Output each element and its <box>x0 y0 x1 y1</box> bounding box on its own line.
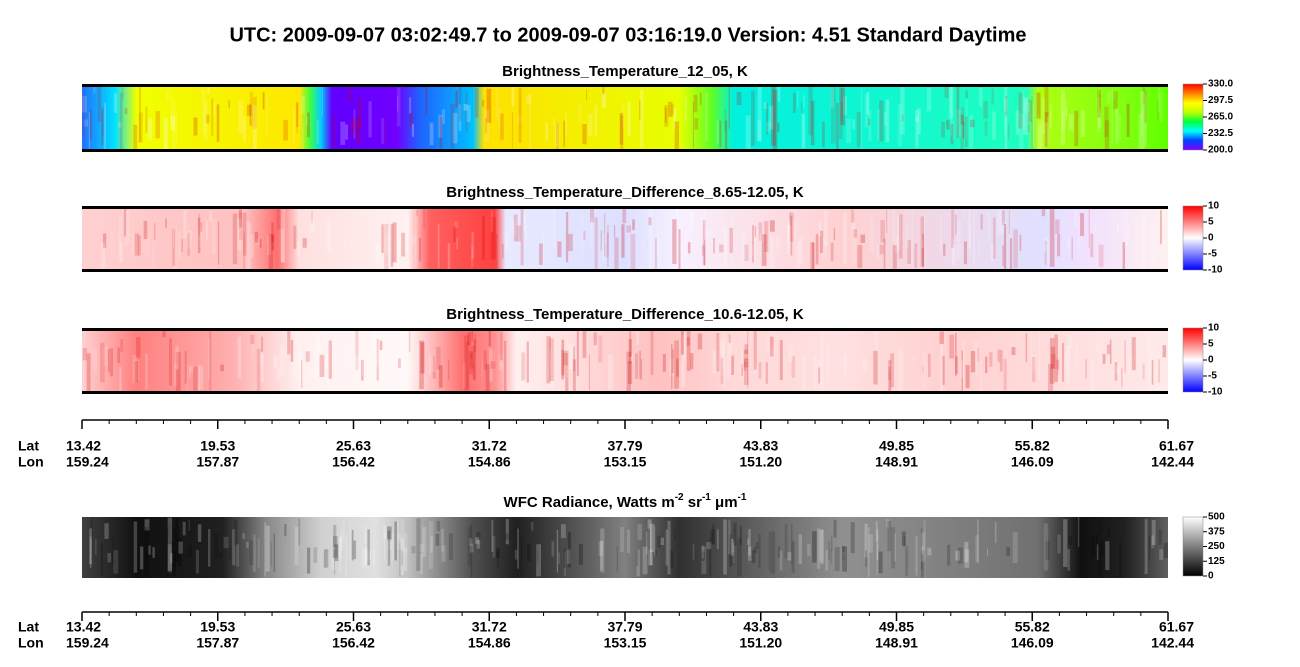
lat-label: 25.63 <box>336 619 371 635</box>
row-label: Lon <box>18 454 44 470</box>
row-label: Lat <box>18 438 39 454</box>
title-part: μm <box>711 494 738 511</box>
colorbar-label: 10 <box>1208 323 1220 334</box>
strip-texture <box>89 517 1168 578</box>
row-label: Lat <box>18 619 39 635</box>
colorbar <box>1182 83 1204 151</box>
title-part: Brightness_Temperature_Difference_10.6-1… <box>446 306 804 323</box>
lat-label: 25.63 <box>336 438 371 454</box>
lat-label: 31.72 <box>472 619 507 635</box>
lat-label: 19.53 <box>200 438 235 454</box>
lon-label: 156.42 <box>332 635 375 651</box>
colorbar-label: 330.0 <box>1208 79 1233 90</box>
lon-label: 151.20 <box>739 454 782 470</box>
strip-texture <box>82 84 1163 152</box>
panel-title: Brightness_Temperature_Difference_8.65-1… <box>446 184 804 201</box>
lon-label: 154.86 <box>468 635 511 651</box>
colorbar-label: -5 <box>1208 371 1217 382</box>
strip-texture <box>82 328 1167 394</box>
colorbar-label: 0 <box>1208 571 1214 582</box>
title-part: Brightness_Temperature_12_05, K <box>502 63 748 80</box>
lon-label: 148.91 <box>875 635 918 651</box>
lon-label: 154.86 <box>468 454 511 470</box>
colorbar-label: 250 <box>1208 541 1225 552</box>
colorbar-label: -10 <box>1208 387 1223 398</box>
colorbar-label: 200.0 <box>1208 145 1233 156</box>
colorbar-label: 5 <box>1208 217 1214 228</box>
title-part: -1 <box>738 492 747 503</box>
colorbar-label: 232.5 <box>1208 128 1233 139</box>
lat-label: 37.79 <box>607 619 642 635</box>
panel-title: Brightness_Temperature_Difference_10.6-1… <box>446 306 804 323</box>
colorbar <box>1182 205 1204 271</box>
lon-label: 153.15 <box>604 454 647 470</box>
colorbar-label: 5 <box>1208 339 1214 350</box>
lon-label: 157.87 <box>196 635 239 651</box>
colorbar-label: 500 <box>1208 512 1225 523</box>
colorbar-label: 297.5 <box>1208 95 1233 106</box>
lon-label: 156.42 <box>332 454 375 470</box>
colorbar <box>1182 516 1204 577</box>
lon-label: 157.87 <box>196 454 239 470</box>
lat-label: 61.67 <box>1159 438 1194 454</box>
panel-title: Brightness_Temperature_12_05, K <box>502 63 748 80</box>
lon-label: 153.15 <box>604 635 647 651</box>
strip-edge <box>82 269 1168 272</box>
lat-label: 43.83 <box>743 438 778 454</box>
strip-edge <box>82 206 1168 209</box>
strip-edge <box>82 149 1168 152</box>
lat-label: 13.42 <box>66 619 101 635</box>
colorbar-label: -5 <box>1208 249 1217 260</box>
lat-label: 49.85 <box>879 438 914 454</box>
colorbar-label: 10 <box>1208 201 1220 212</box>
lat-label: 61.67 <box>1159 619 1194 635</box>
lon-label: 142.44 <box>1151 454 1194 470</box>
lon-label: 151.20 <box>739 635 782 651</box>
strip-edge <box>82 328 1168 331</box>
colorbar-label: -10 <box>1208 265 1223 276</box>
figure-title: UTC: 2009-09-07 03:02:49.7 to 2009-09-07… <box>229 24 1026 46</box>
lon-label: 148.91 <box>875 454 918 470</box>
lat-label: 49.85 <box>879 619 914 635</box>
lat-label: 37.79 <box>607 438 642 454</box>
lat-label: 13.42 <box>66 438 101 454</box>
lon-label: 159.24 <box>66 635 109 651</box>
colorbar-label: 0 <box>1208 355 1214 366</box>
title-part: sr <box>684 494 703 511</box>
strip-texture <box>100 206 1162 272</box>
lat-label: 31.72 <box>472 438 507 454</box>
image-strip <box>82 517 1168 578</box>
lon-label: 146.09 <box>1011 454 1054 470</box>
strip-edge <box>82 84 1168 87</box>
image-strip <box>82 328 1168 394</box>
row-label: Lon <box>18 635 44 651</box>
lon-label: 159.24 <box>66 454 109 470</box>
title-part: -1 <box>702 492 711 503</box>
image-strip <box>82 206 1168 272</box>
colorbar-label: 375 <box>1208 526 1225 537</box>
lat-label: 19.53 <box>200 619 235 635</box>
colorbar <box>1182 327 1204 393</box>
image-strip <box>82 84 1168 152</box>
lon-label: 142.44 <box>1151 635 1194 651</box>
lat-label: 55.82 <box>1015 619 1050 635</box>
title-part: Brightness_Temperature_Difference_8.65-1… <box>446 184 804 201</box>
colorbar-label: 265.0 <box>1208 112 1233 123</box>
colorbar-label: 125 <box>1208 556 1225 567</box>
title-part: WFC Radiance, Watts m <box>504 494 675 511</box>
title-part: -2 <box>675 492 684 503</box>
colorbar-label: 0 <box>1208 233 1214 244</box>
lon-label: 146.09 <box>1011 635 1054 651</box>
lat-label: 43.83 <box>743 619 778 635</box>
strip-edge <box>82 391 1168 394</box>
panel-title: WFC Radiance, Watts m-2 sr-1 μm-1 <box>504 492 747 511</box>
lat-label: 55.82 <box>1015 438 1050 454</box>
